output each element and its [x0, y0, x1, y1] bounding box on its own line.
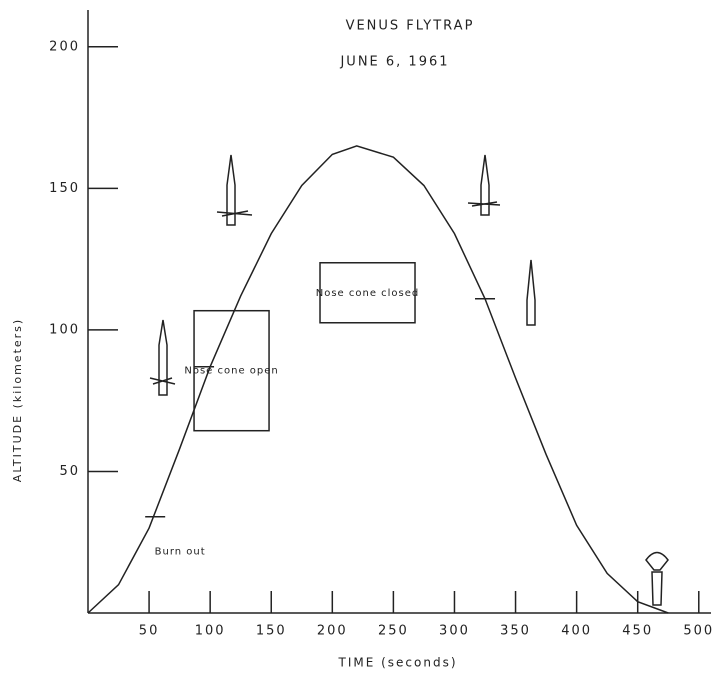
x-tick-label: 500 [683, 624, 714, 639]
x-tick-label: 150 [256, 624, 287, 639]
x-tick-label: 200 [317, 624, 348, 639]
rocket-icon [149, 319, 176, 396]
x-tick-label: 450 [622, 624, 653, 639]
rocket-icon [216, 154, 253, 226]
annotation-box [319, 262, 416, 324]
chart-title: VENUS FLYTRAP [346, 19, 475, 34]
y-tick-label: 150 [49, 181, 80, 196]
annotation: Nose cone open [184, 366, 278, 377]
parachute-icon [645, 551, 669, 606]
rocket-icons [149, 154, 669, 606]
rocket-icon [526, 259, 536, 326]
y-axis-label: ALTITUDE (kilometers) [11, 318, 24, 482]
x-axis-label: TIME (seconds) [337, 656, 457, 670]
rocket-icon [467, 154, 501, 216]
x-tick-label: 400 [561, 624, 592, 639]
x-tick-label: 250 [378, 624, 409, 639]
y-tick-label: 50 [59, 464, 80, 479]
x-tick-label: 100 [195, 624, 226, 639]
annotation: Burn out [155, 547, 206, 558]
x-tick-label: 50 [139, 624, 160, 639]
x-tick-label: 350 [500, 624, 531, 639]
annotation-box [193, 309, 270, 432]
y-tick-label: 200 [49, 39, 80, 54]
x-tick-label: 300 [439, 624, 470, 639]
annotation: Nose cone closed [316, 288, 420, 299]
y-tick-label: 100 [49, 322, 80, 337]
line [87, 145, 669, 614]
chart-subtitle: JUNE 6, 1961 [339, 55, 449, 70]
